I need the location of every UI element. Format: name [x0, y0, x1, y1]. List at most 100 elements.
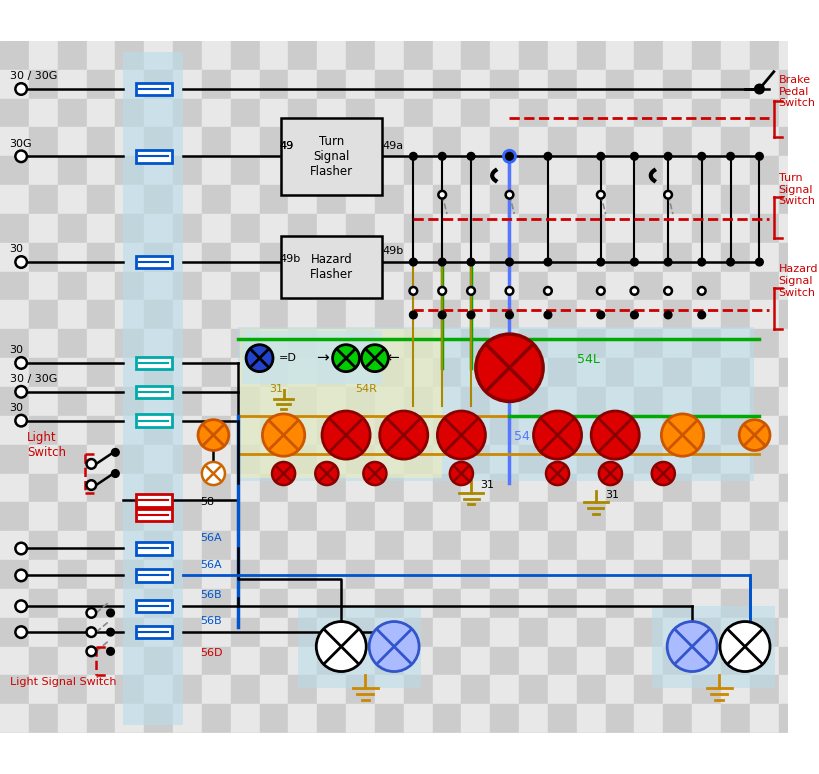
Bar: [778, 156, 807, 185]
Circle shape: [502, 149, 516, 163]
Bar: [29, 98, 57, 128]
Bar: [403, 185, 432, 214]
Bar: [317, 272, 346, 300]
Bar: [260, 185, 288, 214]
Bar: [115, 676, 144, 704]
Bar: [547, 387, 576, 416]
Bar: [547, 531, 576, 560]
Bar: [691, 531, 720, 560]
Bar: [432, 704, 461, 733]
Bar: [663, 646, 691, 676]
Text: 31: 31: [605, 489, 619, 499]
Bar: [403, 704, 432, 733]
Bar: [230, 185, 260, 214]
Bar: [144, 445, 173, 474]
Bar: [778, 589, 807, 618]
Text: Turn
Signal
Flasher: Turn Signal Flasher: [310, 135, 353, 178]
Bar: [173, 733, 201, 762]
Bar: [201, 445, 230, 474]
Bar: [87, 733, 115, 762]
Bar: [260, 445, 288, 474]
Bar: [346, 704, 374, 733]
Bar: [87, 358, 115, 387]
Bar: [778, 502, 807, 531]
Bar: [346, 41, 374, 70]
Bar: [461, 156, 490, 185]
Bar: [115, 589, 144, 618]
Bar: [29, 531, 57, 560]
Bar: [403, 502, 432, 531]
Circle shape: [544, 152, 551, 160]
Text: 49b: 49b: [382, 246, 403, 256]
Bar: [634, 416, 663, 445]
Bar: [201, 733, 230, 762]
Bar: [115, 502, 144, 531]
Bar: [461, 676, 490, 704]
Bar: [778, 560, 807, 589]
Bar: [115, 329, 144, 358]
Bar: [201, 128, 230, 156]
Bar: [57, 70, 87, 98]
Bar: [490, 214, 518, 243]
Circle shape: [361, 344, 388, 372]
Bar: [260, 502, 288, 531]
Circle shape: [697, 152, 704, 160]
Bar: [317, 618, 346, 646]
Bar: [576, 445, 605, 474]
Bar: [87, 589, 115, 618]
Circle shape: [663, 191, 671, 199]
Bar: [0, 185, 29, 214]
Circle shape: [16, 357, 27, 368]
Bar: [403, 272, 432, 300]
Bar: [403, 329, 432, 358]
Bar: [605, 70, 634, 98]
Bar: [288, 358, 317, 387]
Bar: [720, 646, 749, 676]
Bar: [518, 646, 547, 676]
Bar: [720, 387, 749, 416]
Bar: [0, 560, 29, 589]
Bar: [547, 560, 576, 589]
Bar: [374, 329, 403, 358]
Bar: [201, 41, 230, 70]
Bar: [547, 214, 576, 243]
Bar: [778, 243, 807, 272]
Bar: [490, 156, 518, 185]
Bar: [201, 589, 230, 618]
Circle shape: [467, 287, 474, 295]
Bar: [432, 531, 461, 560]
Bar: [115, 128, 144, 156]
Bar: [461, 502, 490, 531]
Text: 30G: 30G: [10, 139, 32, 149]
Bar: [663, 272, 691, 300]
Bar: [173, 329, 201, 358]
Bar: [749, 618, 778, 646]
Bar: [663, 676, 691, 704]
Bar: [432, 589, 461, 618]
FancyBboxPatch shape: [281, 118, 382, 195]
Bar: [346, 300, 374, 329]
Bar: [57, 185, 87, 214]
Bar: [778, 70, 807, 98]
Bar: [691, 502, 720, 531]
Bar: [461, 185, 490, 214]
Bar: [461, 358, 490, 387]
Bar: [374, 416, 403, 445]
Bar: [547, 41, 576, 70]
Bar: [288, 531, 317, 560]
Bar: [144, 502, 173, 531]
Bar: [634, 272, 663, 300]
Bar: [634, 98, 663, 128]
Bar: [230, 128, 260, 156]
Circle shape: [201, 462, 224, 485]
Bar: [720, 589, 749, 618]
Bar: [173, 300, 201, 329]
Bar: [288, 646, 317, 676]
Text: 54L: 54L: [576, 353, 599, 366]
Bar: [29, 733, 57, 762]
Bar: [403, 214, 432, 243]
Bar: [87, 676, 115, 704]
Bar: [346, 185, 374, 214]
Bar: [576, 243, 605, 272]
Bar: [403, 128, 432, 156]
